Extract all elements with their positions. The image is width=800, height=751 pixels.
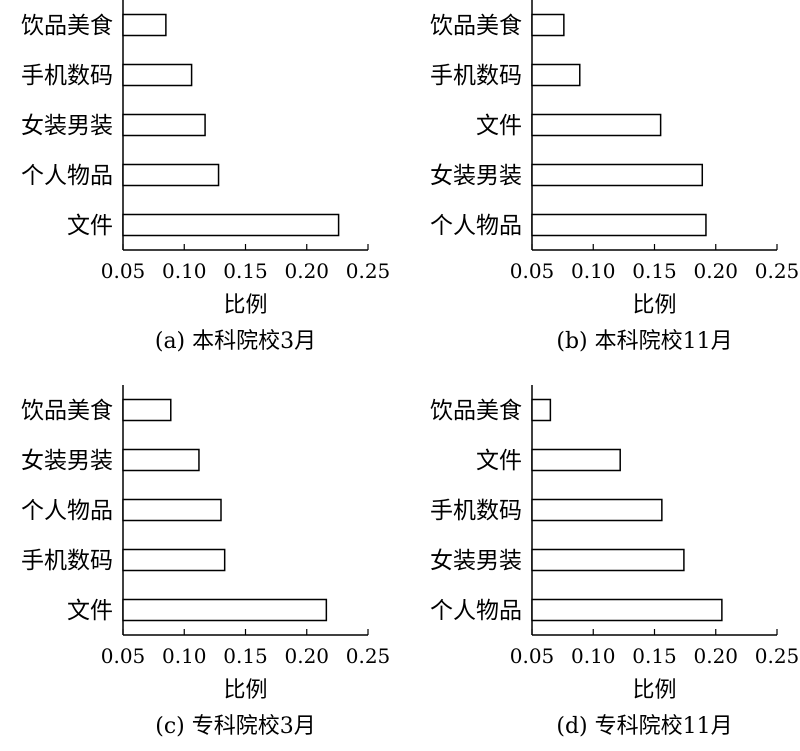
- chart-caption: (a) 本科院校3月: [155, 329, 316, 354]
- category-label: 女装男装: [21, 113, 113, 139]
- x-tick-label: 0.10: [162, 259, 207, 283]
- bar: [531, 598, 723, 622]
- category-label: 饮品美食: [430, 398, 522, 424]
- bar: [122, 598, 328, 622]
- x-tick-label: 0.10: [571, 259, 616, 283]
- bar: [122, 163, 220, 187]
- category-label: 女装男装: [430, 548, 522, 574]
- x-axis-label: 比例: [632, 293, 676, 318]
- bar: [531, 398, 552, 422]
- x-tick-label: 0.05: [101, 259, 146, 283]
- x-tick-label: 0.20: [284, 644, 329, 668]
- category-label: 女装男装: [21, 448, 113, 474]
- x-tick-label: 0.20: [284, 259, 329, 283]
- category-label: 手机数码: [21, 548, 113, 574]
- bar: [122, 63, 193, 87]
- x-tick-label: 0.20: [693, 259, 738, 283]
- x-tick-label: 0.20: [693, 644, 738, 668]
- bar: [531, 13, 565, 37]
- x-tick-label: 0.10: [162, 644, 207, 668]
- category-label: 女装男装: [430, 163, 522, 189]
- x-tick-label: 0.15: [223, 644, 268, 668]
- x-axis-label: 比例: [223, 678, 267, 703]
- bar: [531, 163, 704, 187]
- category-label: 个人物品: [21, 163, 113, 189]
- bar: [122, 213, 340, 237]
- category-label: 手机数码: [430, 498, 522, 524]
- bar: [122, 548, 226, 572]
- x-tick-label: 0.25: [755, 644, 800, 668]
- x-tick-label: 0.15: [632, 644, 677, 668]
- category-label: 手机数码: [430, 63, 522, 89]
- bar: [531, 113, 662, 137]
- bar: [531, 213, 707, 237]
- category-label: 饮品美食: [21, 398, 113, 424]
- x-tick-label: 0.05: [510, 259, 555, 283]
- category-label: 文件: [67, 213, 113, 239]
- x-tick-label: 0.15: [223, 259, 268, 283]
- bar: [531, 448, 621, 472]
- x-tick-label: 0.15: [632, 259, 677, 283]
- bar: [531, 63, 581, 87]
- x-tick-label: 0.05: [510, 644, 555, 668]
- x-tick-label: 0.25: [346, 644, 391, 668]
- category-label: 个人物品: [430, 598, 522, 624]
- x-tick-label: 0.25: [755, 259, 800, 283]
- x-tick-label: 0.05: [101, 644, 146, 668]
- bar: [531, 498, 663, 522]
- category-label: 文件: [67, 598, 113, 624]
- bar: [122, 398, 172, 422]
- chart-caption: (b) 本科院校11月: [556, 329, 732, 354]
- category-label: 饮品美食: [21, 13, 113, 39]
- bar: [122, 448, 200, 472]
- bar: [122, 498, 222, 522]
- x-axis-label: 比例: [223, 293, 267, 318]
- category-label: 个人物品: [21, 498, 113, 524]
- category-label: 饮品美食: [430, 13, 522, 39]
- bar: [122, 113, 206, 137]
- category-label: 文件: [476, 113, 522, 139]
- category-label: 个人物品: [430, 213, 522, 239]
- category-label: 文件: [476, 448, 522, 474]
- x-axis-label: 比例: [632, 678, 676, 703]
- chart-caption: (c) 专科院校3月: [155, 714, 315, 739]
- category-label: 手机数码: [21, 63, 113, 89]
- chart-caption: (d) 专科院校11月: [556, 714, 732, 739]
- x-tick-label: 0.25: [346, 259, 391, 283]
- bar: [531, 548, 685, 572]
- bar: [122, 13, 167, 37]
- x-tick-label: 0.10: [571, 644, 616, 668]
